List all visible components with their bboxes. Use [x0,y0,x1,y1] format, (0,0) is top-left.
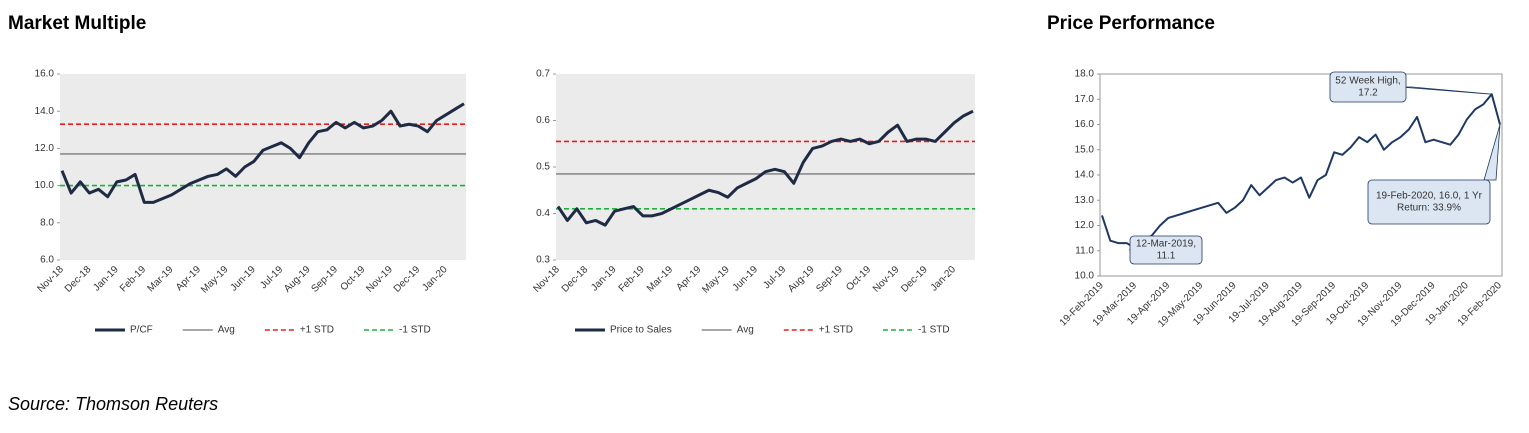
legend-label: P/CF [130,325,153,336]
y-tick-label: 18.0 [1075,69,1095,80]
callout-box [1129,235,1203,265]
callout-text: 17.2 [1358,88,1378,99]
legend-label: Avg [218,325,235,336]
heading: Market Multiple [8,13,146,34]
x-tick-label: Nov-18 [531,264,562,295]
x-tick-label: Nov-18 [35,264,66,295]
y-tick-label: 0.3 [536,255,550,266]
x-tick-label: Aug-19 [282,264,313,295]
y-tick-label: 16.0 [35,69,55,80]
y-tick-label: 14.0 [35,106,55,117]
callout-text: 11.1 [1157,251,1176,262]
x-tick-label: Sep-19 [814,264,845,295]
legend-label: Price to Sales [610,325,672,336]
y-tick-label: 10.0 [35,180,55,191]
x-tick-label: Jan-20 [420,264,450,294]
y-tick-label: 0.6 [536,115,550,126]
x-tick-label: Aug-19 [786,264,817,295]
y-tick-label: 10.0 [1075,271,1095,282]
callout-text: 19-Feb-2020, 16.0, 1 Yr [1376,191,1483,202]
legend-label: Avg [737,325,754,336]
legend-label: +1 STD [819,325,853,336]
y-tick-label: 0.7 [536,69,550,80]
callout-box [1367,179,1491,225]
callout-text: 12-Mar-2019, [1136,239,1196,250]
x-tick-label: Apr-19 [674,264,703,293]
x-tick-label: Jan-19 [91,264,121,294]
y-tick-label: 6.0 [40,255,54,266]
plot-area [60,74,466,260]
series-line [60,102,465,204]
y-tick-label: 11.0 [1075,245,1094,256]
x-tick-label: Dec-19 [392,264,423,295]
x-tick-label: May-19 [199,264,231,296]
y-tick-label: 12.0 [1075,220,1095,231]
x-tick-label: Jun-19 [731,264,761,294]
legend-label: +1 STD [300,325,334,336]
x-tick-label: Nov-19 [364,264,395,295]
x-tick-label: Mar-19 [645,264,675,294]
legend-label: -1 STD [918,325,950,336]
y-tick-label: 15.0 [1075,144,1095,155]
x-tick-label: Feb-19 [118,264,148,294]
x-tick-label: May-19 [700,264,732,296]
x-tick-label: Oct-19 [338,264,367,293]
source: Source: Thomson Reuters [8,394,218,414]
series-line [1101,93,1501,250]
y-tick-label: 16.0 [1075,119,1095,130]
y-tick-label: 14.0 [1075,170,1095,181]
x-tick-label: Dec-19 [899,264,930,295]
series-line [556,109,974,227]
y-tick-label: 0.4 [536,208,550,219]
legend-label: -1 STD [399,325,431,336]
y-tick-label: 0.5 [536,162,550,173]
x-tick-label: Jan-20 [929,264,959,294]
x-tick-label: Oct-19 [844,264,873,293]
x-tick-label: Nov-19 [871,264,902,295]
x-tick-label: Dec-18 [560,264,591,295]
x-tick-label: Dec-18 [63,264,94,295]
y-tick-label: 13.0 [1075,195,1095,206]
y-tick-label: 17.0 [1075,94,1095,105]
x-tick-label: Feb-19 [617,264,647,294]
callout-box [1329,71,1407,103]
x-tick-label: Jun-19 [228,264,258,294]
callout-text: 52 Week High, [1335,76,1400,87]
y-tick-label: 8.0 [40,217,54,228]
plot-area [556,74,975,260]
heading: Price Performance [1047,13,1215,34]
callout-text: Return: 33.9% [1397,203,1461,214]
x-tick-label: Sep-19 [309,264,340,295]
x-tick-label: Mar-19 [145,264,175,294]
x-tick-label: Jul-19 [761,264,788,291]
y-tick-label: 12.0 [35,143,55,154]
callout-pointer [1483,124,1501,181]
x-tick-label: Jan-19 [589,264,619,294]
